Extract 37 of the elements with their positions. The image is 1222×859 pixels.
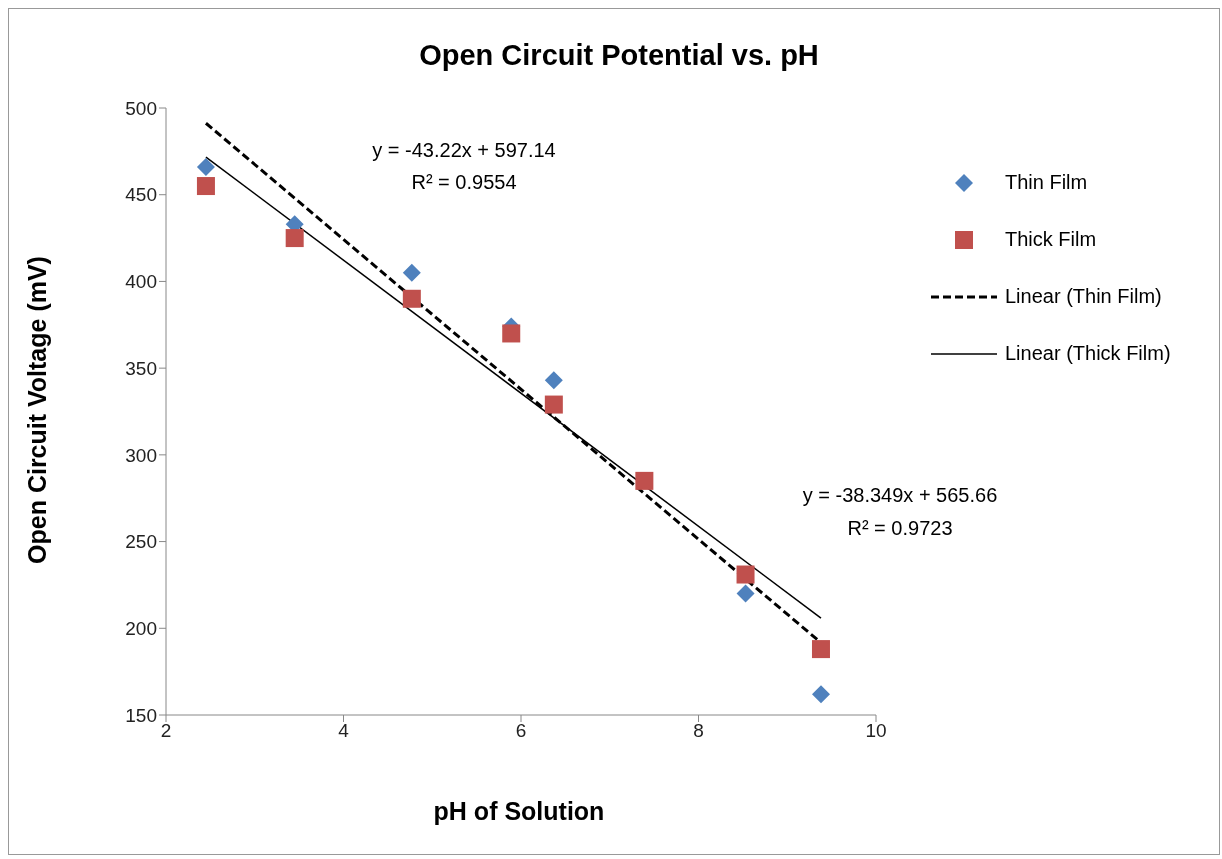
point <box>635 471 654 490</box>
x-tick-label: 4 <box>338 720 350 742</box>
y-tick-label: 450 <box>125 184 157 206</box>
annotation: y = -43.22x + 597.14 <box>372 139 556 162</box>
y-tick-label: 400 <box>125 271 157 293</box>
x-tick-label: 2 <box>160 720 172 742</box>
legend-label: Thin Film <box>1005 171 1088 194</box>
legend-label: Linear (Thin Film) <box>1005 285 1162 308</box>
point <box>196 157 215 176</box>
point <box>502 324 521 343</box>
y-axis-title: Open Circuit Voltage (mV) <box>22 256 52 564</box>
legend-label: Thick Film <box>1005 228 1097 251</box>
y-tick-label: 350 <box>125 357 157 379</box>
point <box>196 177 215 196</box>
point <box>402 263 421 282</box>
legend-label: Linear (Thick Film) <box>1005 342 1171 365</box>
y-tick-label: 150 <box>125 704 157 726</box>
annotation: R² = 0.9723 <box>847 517 953 540</box>
y-tick-label: 200 <box>125 618 157 640</box>
point <box>736 565 755 584</box>
point <box>285 229 304 248</box>
point <box>811 640 830 659</box>
point <box>736 584 755 603</box>
x-tick-label: 6 <box>515 720 527 742</box>
y-tick-label: 250 <box>125 531 157 553</box>
annotation: R² = 0.9554 <box>411 171 517 194</box>
y-tick-label: 500 <box>125 97 157 119</box>
point <box>544 395 563 414</box>
x-axis-title: pH of Solution <box>432 797 606 826</box>
chart-title: Open Circuit Potential vs. pH <box>418 39 820 72</box>
annotation: y = -38.349x + 565.66 <box>802 484 998 507</box>
point <box>811 685 830 704</box>
point <box>402 289 421 308</box>
y-tick-label: 300 <box>125 444 157 466</box>
x-tick-label: 8 <box>693 720 704 742</box>
point <box>544 371 563 390</box>
x-tick-label: 10 <box>865 720 887 742</box>
